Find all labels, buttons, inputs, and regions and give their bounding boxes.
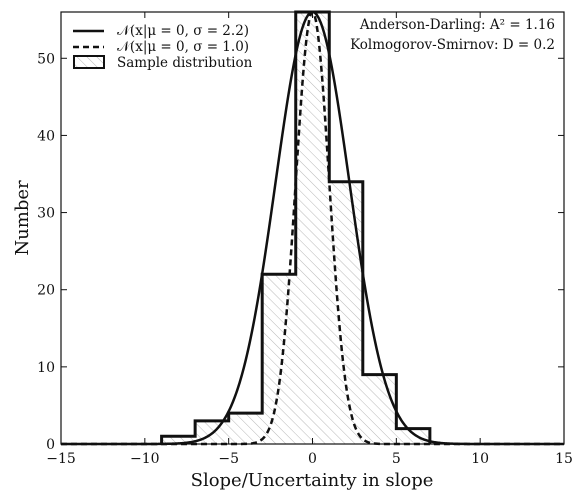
kolmogorov-smirnov-stat: Kolmogorov-Smirnov: D = 0.2 (350, 37, 555, 53)
x-tick-label: −10 (130, 451, 160, 467)
legend: 𝒩(x|μ = 0, σ = 2.2) 𝒩(x|μ = 0, σ = 1.0) … (73, 23, 253, 71)
x-tick-label: −15 (46, 451, 76, 467)
x-tick-label: −5 (218, 451, 239, 467)
legend-entry-sigma-2.2: 𝒩(x|μ = 0, σ = 2.2) (117, 23, 249, 39)
y-tick-label: 20 (37, 283, 55, 299)
histogram-bar (396, 428, 430, 444)
anderson-darling-stat: Anderson-Darling: A² = 1.16 (359, 17, 555, 33)
histogram-bar (329, 181, 363, 444)
x-tick-label: 5 (392, 451, 401, 467)
y-axis-label: Number (12, 180, 33, 256)
histogram-bars (161, 12, 430, 444)
x-axis-label: Slope/Uncertainty in slope (191, 470, 434, 491)
legend-entry-sigma-1.0: 𝒩(x|μ = 0, σ = 1.0) (117, 39, 249, 55)
y-tick-label: 10 (37, 360, 55, 376)
y-axis-ticks: 0 10 20 30 40 50 (37, 51, 564, 453)
y-tick-label: 0 (46, 437, 55, 453)
y-tick-label: 50 (37, 51, 55, 67)
histogram-bar (362, 374, 397, 444)
legend-swatch-hatched (73, 55, 105, 69)
plot-area (61, 10, 564, 446)
x-tick-label: 10 (471, 451, 489, 467)
statistics-annotation: Anderson-Darling: A² = 1.16 Kolmogorov-S… (350, 17, 555, 53)
x-tick-label: 15 (555, 451, 573, 467)
histogram-outline (160, 10, 432, 444)
y-tick-label: 40 (37, 128, 55, 144)
x-tick-label: 0 (308, 451, 317, 467)
histogram-bar (228, 413, 263, 444)
histogram-bar (262, 274, 296, 444)
x-axis-ticks: −15 −10 −5 0 5 10 15 (46, 12, 573, 467)
histogram-bar (295, 12, 330, 444)
legend-entry-sample: Sample distribution (117, 55, 253, 71)
y-tick-label: 30 (37, 206, 55, 222)
histogram-bar (161, 436, 196, 444)
